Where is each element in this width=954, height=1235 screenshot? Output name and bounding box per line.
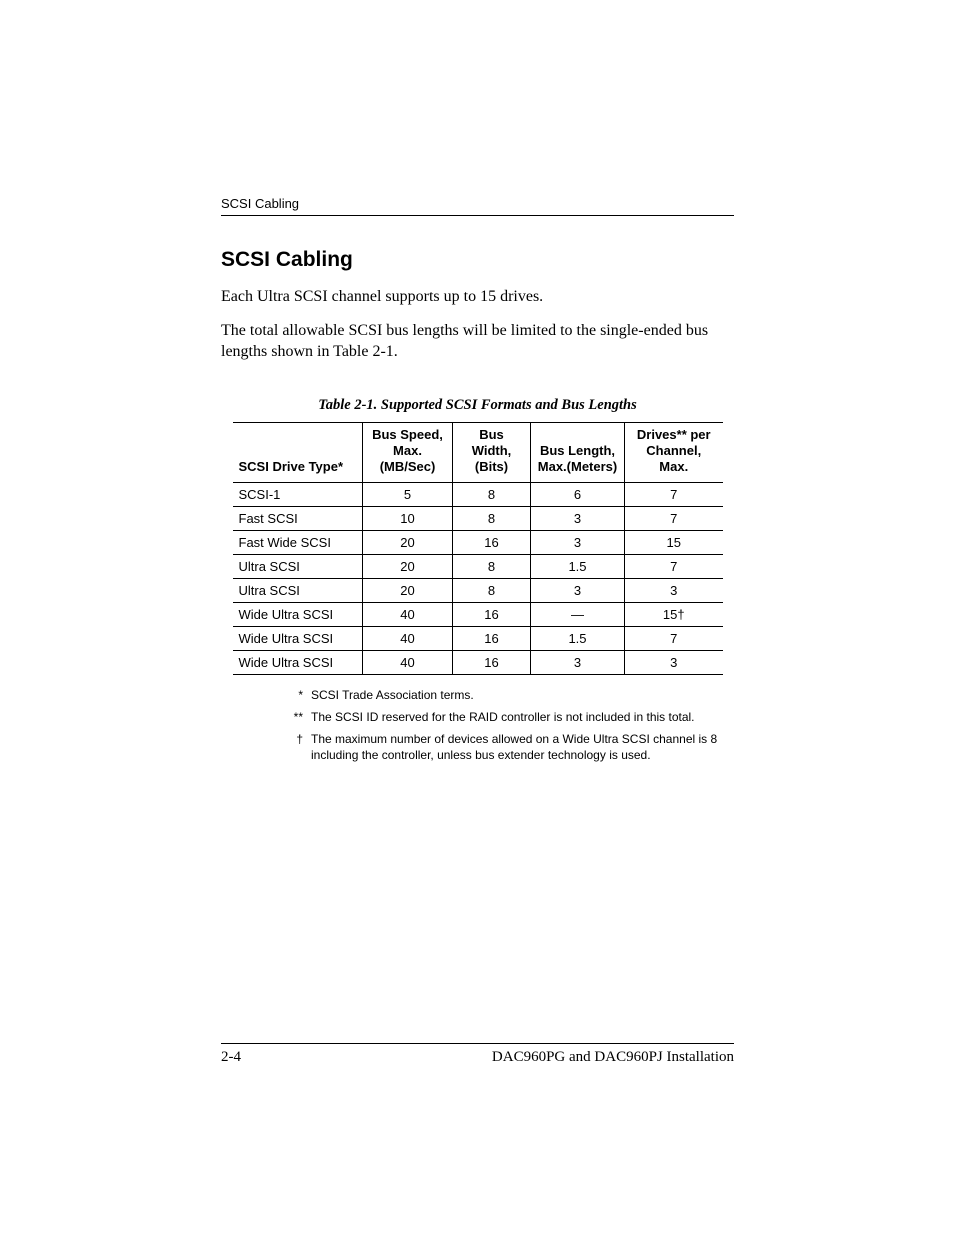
scsi-formats-table: SCSI Drive Type*Bus Speed, Max.(MB/Sec)B… — [233, 422, 723, 675]
footnote-text: SCSI Trade Association terms. — [311, 687, 734, 703]
table-cell: 15 — [625, 530, 723, 554]
page-footer: 2-4 DAC960PG and DAC960PJ Installation — [221, 1043, 734, 1066]
table-row: Wide Ultra SCSI4016—15† — [233, 602, 723, 626]
table-cell: 40 — [363, 602, 453, 626]
table-cell: 3 — [531, 578, 625, 602]
table-row: Ultra SCSI2081.57 — [233, 554, 723, 578]
footnote-mark: † — [289, 731, 311, 763]
table-cell: Ultra SCSI — [233, 578, 363, 602]
table-cell: 7 — [625, 506, 723, 530]
table-cell: SCSI-1 — [233, 482, 363, 506]
page-number: 2-4 — [221, 1049, 241, 1066]
footnote: **The SCSI ID reserved for the RAID cont… — [289, 709, 734, 725]
table-cell: 7 — [625, 626, 723, 650]
footer-doc-title: DAC960PG and DAC960PJ Installation — [492, 1049, 734, 1066]
table-cell: 20 — [363, 578, 453, 602]
footnote: *SCSI Trade Association terms. — [289, 687, 734, 703]
table-header-cell: Bus Speed, Max.(MB/Sec) — [363, 422, 453, 482]
table-header-cell: SCSI Drive Type* — [233, 422, 363, 482]
table-row: Fast SCSI10837 — [233, 506, 723, 530]
table-cell: 10 — [363, 506, 453, 530]
table-cell: Ultra SCSI — [233, 554, 363, 578]
table-header-cell: Bus Width, (Bits) — [453, 422, 531, 482]
paragraph-1: Each Ultra SCSI channel supports up to 1… — [221, 286, 734, 308]
table-cell: 3 — [531, 530, 625, 554]
table-cell: 40 — [363, 650, 453, 674]
table-cell: 8 — [453, 482, 531, 506]
table-cell: 16 — [453, 626, 531, 650]
table-cell: 7 — [625, 482, 723, 506]
table-cell: 3 — [531, 650, 625, 674]
table-cell: Fast SCSI — [233, 506, 363, 530]
section-title: SCSI Cabling — [221, 248, 734, 272]
table-cell: — — [531, 602, 625, 626]
table-row: SCSI-15867 — [233, 482, 723, 506]
table-cell: Fast Wide SCSI — [233, 530, 363, 554]
footnote: †The maximum number of devices allowed o… — [289, 731, 734, 763]
table-cell: 1.5 — [531, 626, 625, 650]
table-cell: 15† — [625, 602, 723, 626]
table-cell: 3 — [531, 506, 625, 530]
table-header-cell: Bus Length, Max.(Meters) — [531, 422, 625, 482]
table-cell: Wide Ultra SCSI — [233, 602, 363, 626]
table-cell: 8 — [453, 554, 531, 578]
table-row: Ultra SCSI20833 — [233, 578, 723, 602]
table-cell: 16 — [453, 650, 531, 674]
paragraph-2: The total allowable SCSI bus lengths wil… — [221, 320, 734, 363]
table-header-row: SCSI Drive Type*Bus Speed, Max.(MB/Sec)B… — [233, 422, 723, 482]
table-row: Fast Wide SCSI2016315 — [233, 530, 723, 554]
table-cell: Wide Ultra SCSI — [233, 626, 363, 650]
table-cell: 1.5 — [531, 554, 625, 578]
table-cell: 20 — [363, 554, 453, 578]
footnotes: *SCSI Trade Association terms.**The SCSI… — [289, 687, 734, 764]
table-cell: 3 — [625, 650, 723, 674]
table-cell: 3 — [625, 578, 723, 602]
table-row: Wide Ultra SCSI401633 — [233, 650, 723, 674]
table-body: SCSI-15867Fast SCSI10837Fast Wide SCSI20… — [233, 482, 723, 674]
table-row: Wide Ultra SCSI40161.57 — [233, 626, 723, 650]
table-cell: 40 — [363, 626, 453, 650]
footnote-text: The maximum number of devices allowed on… — [311, 731, 734, 763]
table-cell: 20 — [363, 530, 453, 554]
table-cell: 6 — [531, 482, 625, 506]
table-cell: 16 — [453, 602, 531, 626]
table-header-cell: Drives** per Channel, Max. — [625, 422, 723, 482]
table-cell: 8 — [453, 506, 531, 530]
footnote-text: The SCSI ID reserved for the RAID contro… — [311, 709, 734, 725]
running-header: SCSI Cabling — [221, 196, 734, 216]
table-cell: 8 — [453, 578, 531, 602]
table-cell: 5 — [363, 482, 453, 506]
table-cell: Wide Ultra SCSI — [233, 650, 363, 674]
footnote-mark: * — [289, 687, 311, 703]
table-cell: 7 — [625, 554, 723, 578]
footnote-mark: ** — [289, 709, 311, 725]
table-caption: Table 2-1. Supported SCSI Formats and Bu… — [221, 397, 734, 414]
table-cell: 16 — [453, 530, 531, 554]
